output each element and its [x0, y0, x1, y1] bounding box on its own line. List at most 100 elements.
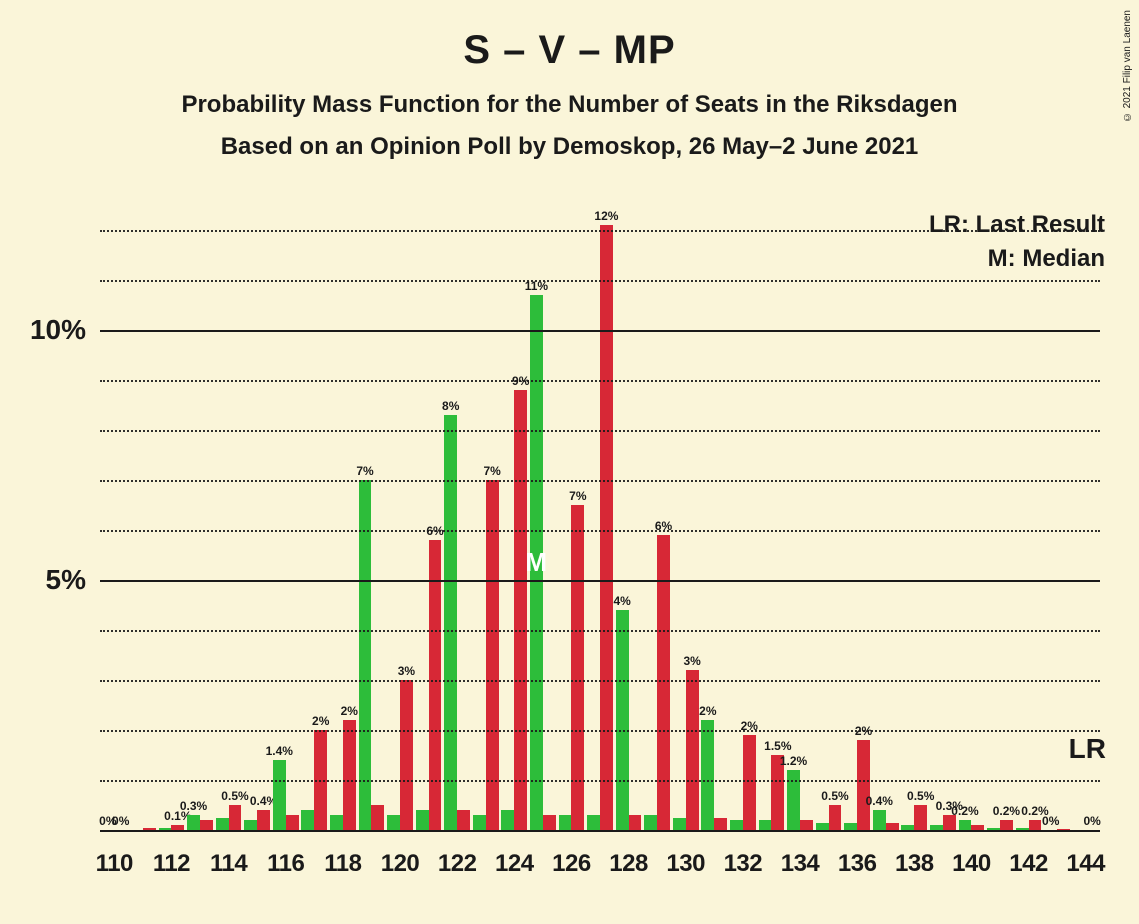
bar-red: 0.4%: [257, 810, 270, 830]
bar-pair: 1.5%: [757, 200, 786, 830]
bar-red: 3%: [686, 670, 699, 830]
bar-red: 0.5%: [829, 805, 842, 830]
x-tick-label: 144: [1066, 850, 1105, 878]
gridline-minor: [100, 680, 1100, 682]
chart-subtitle-1: Probability Mass Function for the Number…: [0, 91, 1139, 119]
bar-label: 6%: [426, 524, 443, 540]
x-tick-label: 122: [438, 850, 477, 878]
gridline-major: [100, 330, 1100, 332]
bar-green: [730, 820, 743, 830]
bar-label: 1.4%: [266, 744, 293, 760]
y-tick-label: 10%: [30, 314, 86, 346]
bar-red: [886, 823, 899, 831]
bar-pair: [129, 200, 158, 830]
x-tick-label: 112: [153, 850, 190, 878]
bar-pair: 7%: [557, 200, 586, 830]
bar-red: [200, 820, 213, 830]
bar-red: 6%: [429, 540, 442, 830]
bar-pair: 7%: [471, 200, 500, 830]
plot-area: 0%0%0.1%0.3%0.5%0.4%1.4%2%2%7%3%6%8%7%9%…: [100, 200, 1100, 830]
bar-pair: 2%: [329, 200, 358, 830]
chart-subtitle-2: Based on an Opinion Poll by Demoskop, 26…: [0, 133, 1139, 161]
bar-label: 7%: [483, 464, 500, 480]
bar-label: 0.3%: [180, 799, 207, 815]
y-tick-label: 5%: [46, 564, 86, 596]
bar-label: 9%: [512, 374, 529, 390]
gridline-minor: [100, 280, 1100, 282]
bar-pair: 12%: [586, 200, 615, 830]
bar-green: [816, 823, 829, 831]
bar-pair: 6%: [414, 200, 443, 830]
gridline-major: [100, 580, 1100, 582]
bar-label: 0.4%: [866, 794, 893, 810]
bar-red: [629, 815, 642, 830]
bar-label: 3%: [683, 654, 700, 670]
bar-green: [244, 820, 257, 830]
bar-pair: 0.5%: [900, 200, 929, 830]
median-marker: M: [525, 547, 547, 578]
bar-pair: 2%: [843, 200, 872, 830]
gridline-minor: [100, 430, 1100, 432]
bar-green: 7%: [359, 480, 372, 830]
bar-label: 0.2%: [951, 804, 978, 820]
bar-pair: 2%: [300, 200, 329, 830]
bar-label: 2%: [741, 719, 758, 735]
gridline-minor: [100, 480, 1100, 482]
bar-pair: 0.2%: [957, 200, 986, 830]
bar-pair: 0%0%: [100, 200, 129, 830]
bar-pair: 3%: [671, 200, 700, 830]
copyright-label: © 2021 Filip van Laenen: [1122, 10, 1133, 122]
x-tick-label: 118: [324, 850, 361, 878]
bar-red: 12%: [600, 225, 613, 830]
bar-green: [473, 815, 486, 830]
x-tick-label: 136: [838, 850, 877, 878]
gridline-minor: [100, 530, 1100, 532]
bar-green: 0.2%: [959, 820, 972, 830]
bar-area: 0%0%0.1%0.3%0.5%0.4%1.4%2%2%7%3%6%8%7%9%…: [100, 200, 1100, 830]
bar-label: 2%: [855, 724, 872, 740]
bar-label: 2%: [699, 704, 716, 720]
bar-pair: 0.5%: [814, 200, 843, 830]
bar-green: [387, 815, 400, 830]
bar-green: [673, 818, 686, 831]
bar-green: [501, 810, 514, 830]
bar-red: [714, 818, 727, 831]
bar-label: 0%: [1083, 814, 1100, 830]
x-tick-label: 116: [267, 850, 304, 878]
bar-pair: 6%: [643, 200, 672, 830]
bar-pair: 4%: [614, 200, 643, 830]
x-tick-label: 132: [724, 850, 763, 878]
bar-label: 1.2%: [780, 754, 807, 770]
bar-pair: 0.3%: [186, 200, 215, 830]
bar-green: 1.4%: [273, 760, 286, 830]
bar-pair: 2%: [700, 200, 729, 830]
bar-red: [457, 810, 470, 830]
bar-green: [844, 823, 857, 831]
bar-red: 0.2%: [1029, 820, 1042, 830]
bar-green: [416, 810, 429, 830]
bar-pair: 0.4%: [871, 200, 900, 830]
bar-pair: 0.3%: [929, 200, 958, 830]
x-tick-label: 120: [381, 850, 420, 878]
bar-green: [330, 815, 343, 830]
bar-red: 3%: [400, 680, 413, 830]
title-block: S – V – MP Probability Mass Function for…: [0, 0, 1139, 161]
bar-green: [216, 818, 229, 831]
bar-red: [286, 815, 299, 830]
gridline-minor: [100, 780, 1100, 782]
bar-label: 7%: [569, 489, 586, 505]
bar-label: 7%: [356, 464, 373, 480]
x-tick-label: 138: [895, 850, 934, 878]
x-tick-label: 126: [552, 850, 591, 878]
bar-label: 8%: [442, 399, 459, 415]
bar-red: 0.2%: [1000, 820, 1013, 830]
bar-label: 3%: [398, 664, 415, 680]
bar-label: 2%: [341, 704, 358, 720]
bar-green: 2%: [701, 720, 714, 830]
bar-red: [800, 820, 813, 830]
bar-green: [559, 815, 572, 830]
bar-green: 1.2%: [787, 770, 800, 830]
bar-pair: 0.2%: [986, 200, 1015, 830]
chart-title: S – V – MP: [0, 28, 1139, 73]
bar-label: 4%: [613, 594, 630, 610]
